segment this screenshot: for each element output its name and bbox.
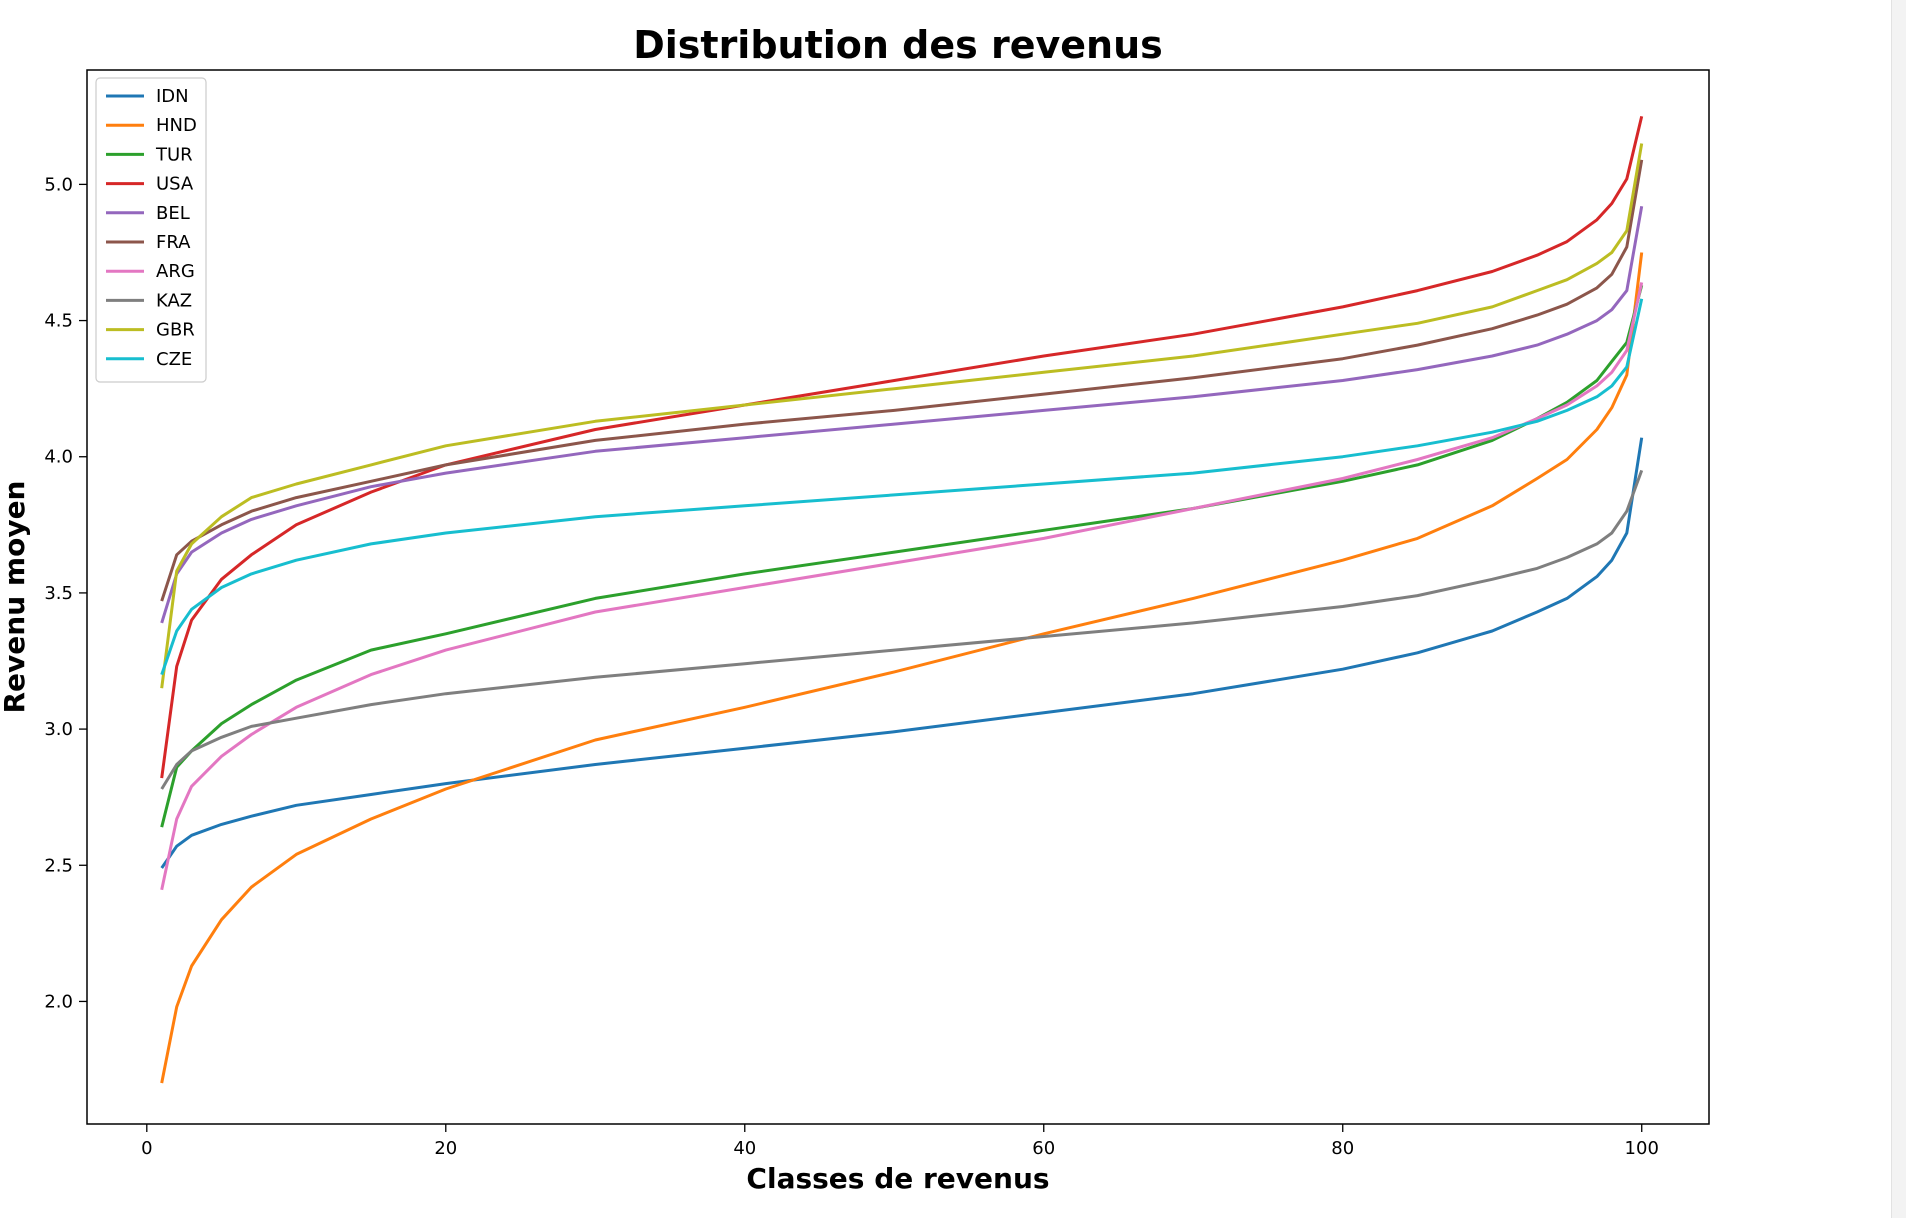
x-tick-label: 60: [1032, 1138, 1055, 1159]
y-axis-label: Revenu moyen: [0, 481, 31, 714]
legend-label-cze: CZE: [156, 349, 192, 370]
series-line-idn: [160, 437, 1644, 869]
series-line-gbr: [160, 143, 1644, 689]
x-tick-label: 100: [1625, 1138, 1659, 1159]
y-tick-label: 2.0: [44, 991, 73, 1012]
y-tick-label: 5.0: [44, 174, 73, 195]
x-tick-label: 40: [733, 1138, 756, 1159]
series-line-usa: [160, 115, 1644, 779]
legend: IDN HND TUR USA BEL FRA ARG KAZ GBR CZE: [95, 77, 207, 383]
legend-label-arg: ARG: [156, 261, 195, 282]
legend-label-usa: USA: [156, 174, 194, 195]
series-line-tur: [160, 284, 1644, 828]
legend-label-gbr: GBR: [156, 320, 195, 341]
legend-label-fra: FRA: [156, 232, 191, 253]
series-line-arg: [160, 282, 1644, 891]
y-tick-label: 4.5: [44, 311, 73, 332]
y-tick-label: 4.0: [44, 447, 73, 468]
chart-title: Distribution des revenus: [633, 23, 1163, 67]
series-line-fra: [160, 159, 1644, 602]
legend-label-idn: IDN: [156, 86, 189, 107]
y-axis: 2.0 2.5 3.0 3.5 4.0 4.5 5.0: [44, 174, 87, 1012]
series-line-hnd: [160, 252, 1644, 1084]
legend-label-bel: BEL: [156, 203, 190, 224]
series-line-cze: [160, 298, 1644, 676]
x-tick-label: 0: [141, 1138, 152, 1159]
legend-label-kaz: KAZ: [156, 290, 192, 311]
legend-label-hnd: HND: [156, 115, 197, 136]
x-tick-label: 20: [434, 1138, 457, 1159]
legend-label-tur: TUR: [155, 144, 193, 165]
y-tick-label: 3.5: [44, 583, 73, 604]
series-line-kaz: [160, 469, 1644, 790]
scrollbar[interactable]: [1891, 0, 1906, 1218]
x-tick-label: 80: [1331, 1138, 1354, 1159]
y-tick-label: 2.5: [44, 855, 73, 876]
x-axis-label: Classes de revenus: [746, 1162, 1049, 1195]
series-line-bel: [160, 205, 1644, 624]
y-tick-label: 3.0: [44, 719, 73, 740]
plot-frame: [86, 69, 1710, 1125]
x-axis: 0 20 40 60 80 100: [141, 1124, 1659, 1159]
plot-lines: [160, 115, 1644, 1084]
